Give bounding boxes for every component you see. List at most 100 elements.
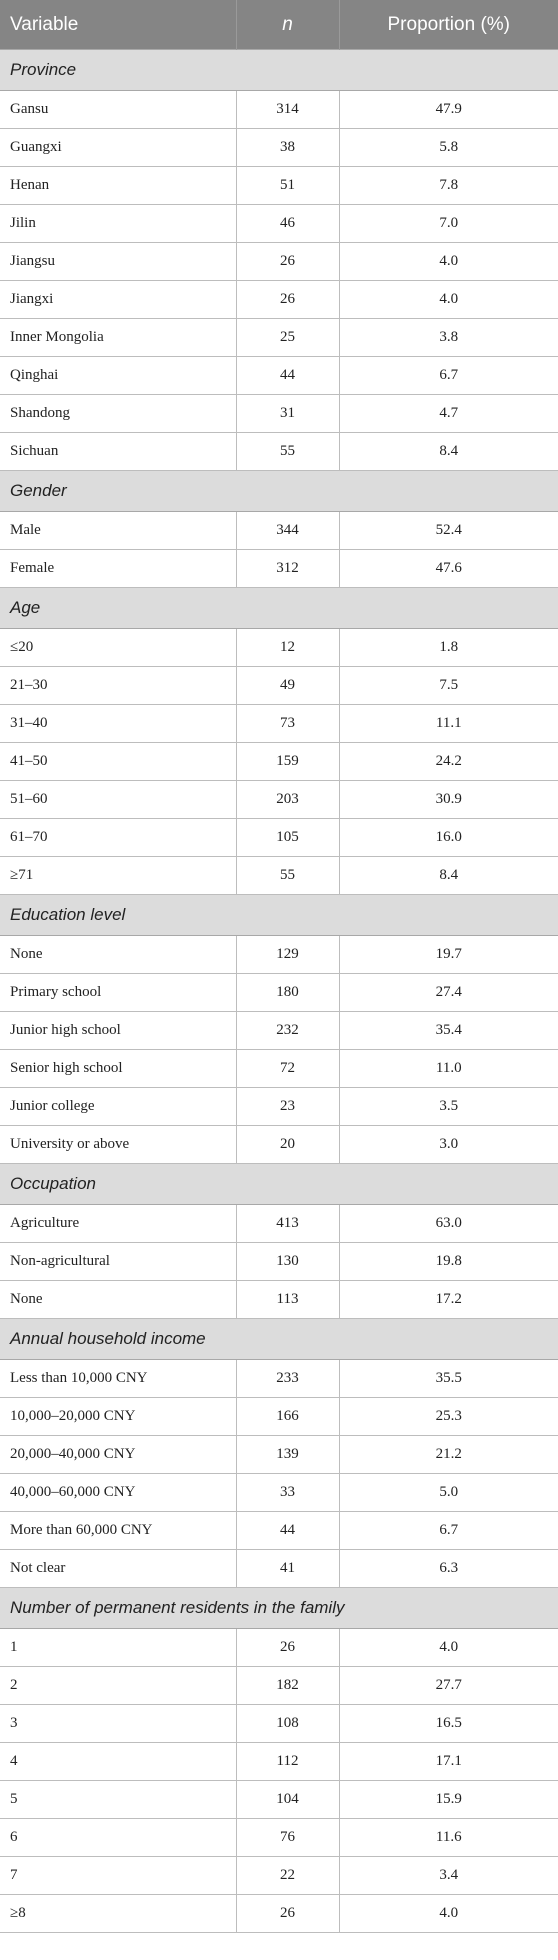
table-row: Sichuan 55 8.4 [0,432,558,471]
row-count: 130 [236,1242,340,1281]
table-row: 6 76 11.6 [0,1818,558,1857]
row-label: Jiangxi [0,280,237,319]
row-count: 108 [236,1704,340,1743]
row-label: Not clear [0,1549,237,1588]
row-label: 10,000–20,000 CNY [0,1397,237,1436]
table-body: Province Gansu 314 47.9 Guangxi 38 5.8 Henan 51 7… [0,49,558,1933]
table-row: University or above 20 3.0 [0,1125,558,1164]
row-count: 38 [236,128,340,167]
row-proportion: 4.0 [339,1628,558,1667]
row-label: 21–30 [0,666,237,705]
row-count: 112 [236,1742,340,1781]
row-label: 6 [0,1818,237,1857]
row-label: 40,000–60,000 CNY [0,1473,237,1512]
row-count: 33 [236,1473,340,1512]
row-count: 76 [236,1818,340,1857]
row-label: Jiangsu [0,242,237,281]
row-count: 344 [236,511,340,550]
row-proportion: 11.0 [339,1049,558,1088]
table-row: Male 344 52.4 [0,511,558,550]
row-label: ≥71 [0,856,237,895]
section-row: Education level [0,894,558,936]
row-count: 233 [236,1359,340,1398]
row-proportion: 8.4 [339,856,558,895]
table-row: 40,000–60,000 CNY 33 5.0 [0,1473,558,1512]
row-proportion: 47.6 [339,549,558,588]
table-row: Henan 51 7.8 [0,166,558,205]
row-label: Primary school [0,973,237,1012]
row-label: Qinghai [0,356,237,395]
row-proportion: 35.5 [339,1359,558,1398]
row-proportion: 19.8 [339,1242,558,1281]
row-label: Shandong [0,394,237,433]
row-proportion: 7.5 [339,666,558,705]
row-proportion: 4.0 [339,280,558,319]
row-count: 55 [236,856,340,895]
row-proportion: 11.1 [339,704,558,743]
row-label: 1 [0,1628,237,1667]
table-row: Less than 10,000 CNY 233 35.5 [0,1359,558,1398]
row-label: Gansu [0,90,237,129]
table-row: Gansu 314 47.9 [0,90,558,129]
row-label: University or above [0,1125,237,1164]
row-proportion: 5.0 [339,1473,558,1512]
table-row: Shandong 31 4.7 [0,394,558,433]
row-label: Less than 10,000 CNY [0,1359,237,1398]
row-count: 314 [236,90,340,129]
table-header: Variable n Proportion (%) [0,0,558,50]
row-count: 129 [236,935,340,974]
header-variable: Variable [0,0,237,50]
section-row: Gender [0,470,558,512]
row-count: 159 [236,742,340,781]
header-n: n [236,0,340,50]
row-proportion: 47.9 [339,90,558,129]
row-proportion: 6.7 [339,1511,558,1550]
row-label: None [0,935,237,974]
row-label: Junior college [0,1087,237,1126]
row-count: 41 [236,1549,340,1588]
row-proportion: 17.1 [339,1742,558,1781]
table-row: 5 104 15.9 [0,1780,558,1819]
row-proportion: 11.6 [339,1818,558,1857]
row-count: 31 [236,394,340,433]
row-proportion: 19.7 [339,935,558,974]
row-proportion: 16.0 [339,818,558,857]
table-row: Not clear 41 6.3 [0,1549,558,1588]
table-row: Jilin 46 7.0 [0,204,558,243]
row-label: 5 [0,1780,237,1819]
row-proportion: 63.0 [339,1204,558,1243]
row-count: 73 [236,704,340,743]
table-row: 10,000–20,000 CNY 166 25.3 [0,1397,558,1436]
row-count: 49 [236,666,340,705]
row-count: 166 [236,1397,340,1436]
row-label: 41–50 [0,742,237,781]
row-count: 26 [236,1628,340,1667]
row-count: 44 [236,1511,340,1550]
row-count: 22 [236,1856,340,1895]
section-title: Education level [0,894,558,936]
row-count: 72 [236,1049,340,1088]
row-proportion: 15.9 [339,1780,558,1819]
row-count: 104 [236,1780,340,1819]
table-row: 21–30 49 7.5 [0,666,558,705]
table-row: 7 22 3.4 [0,1856,558,1895]
row-count: 44 [236,356,340,395]
table-row: 4 112 17.1 [0,1742,558,1781]
row-label: Inner Mongolia [0,318,237,357]
section-title: Occupation [0,1163,558,1205]
row-count: 413 [236,1204,340,1243]
row-proportion: 27.7 [339,1666,558,1705]
row-label: Female [0,549,237,588]
row-count: 182 [236,1666,340,1705]
row-label: 51–60 [0,780,237,819]
row-proportion: 35.4 [339,1011,558,1050]
row-label: 4 [0,1742,237,1781]
row-count: 105 [236,818,340,857]
row-count: 12 [236,628,340,667]
section-row: Province [0,49,558,91]
table-row: Guangxi 38 5.8 [0,128,558,167]
row-proportion: 24.2 [339,742,558,781]
table-row: Agriculture 413 63.0 [0,1204,558,1243]
row-label: Jilin [0,204,237,243]
